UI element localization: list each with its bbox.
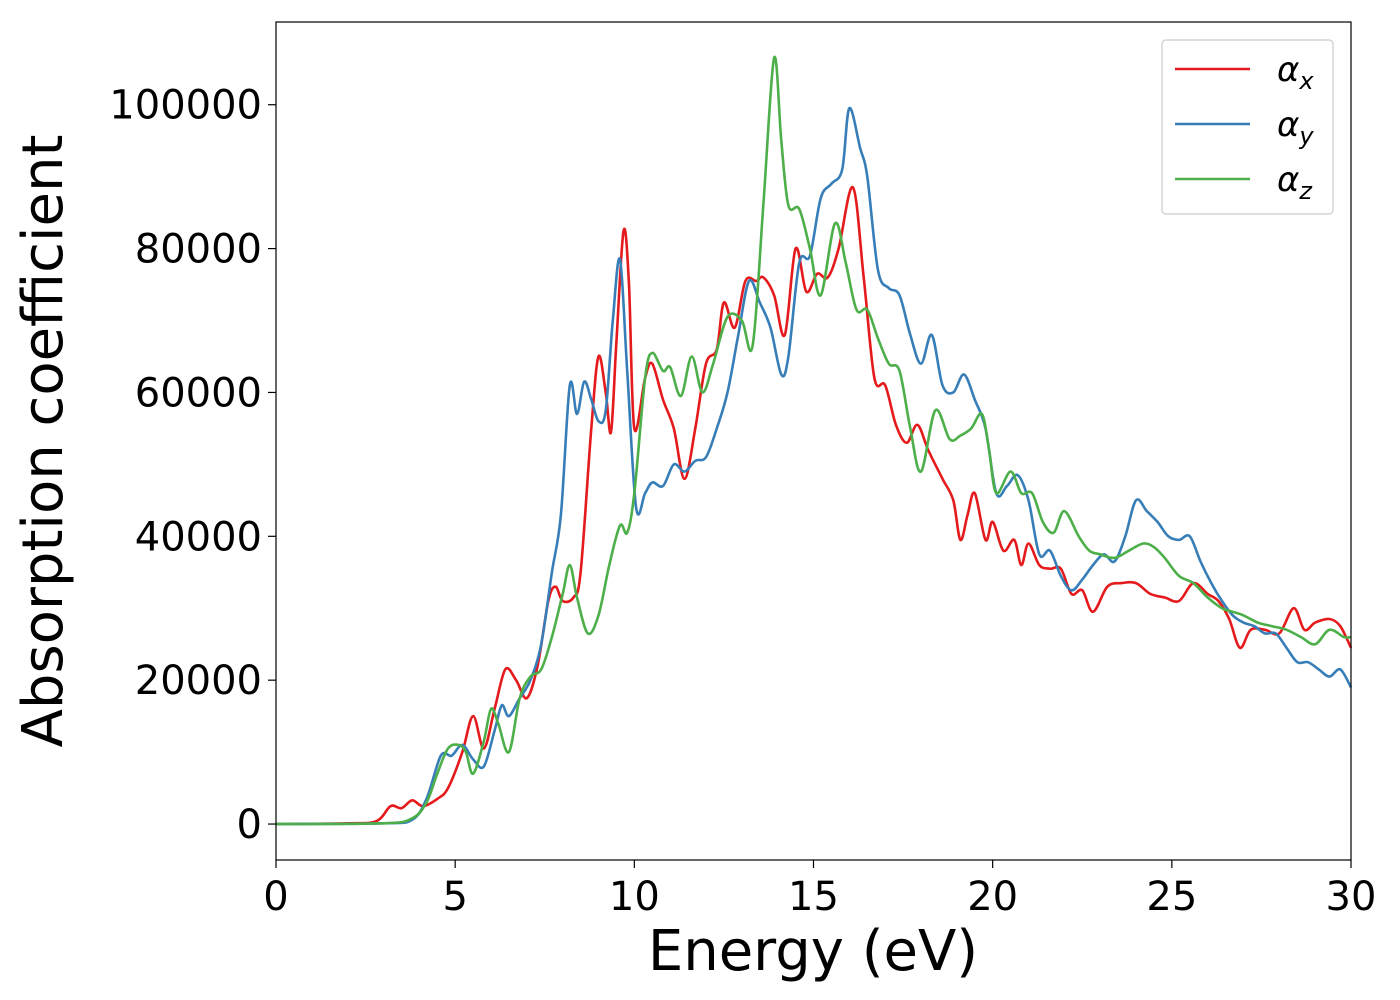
y-tick-label: 100000 — [109, 83, 262, 129]
series-line-alpha-y — [275, 106, 1353, 826]
x-tick-label: 20 — [967, 874, 1018, 920]
legend-entry-alpha-x: αx — [1175, 50, 1314, 95]
ticks-layer: 0 5 10 15 20 25 30 0 20000 40000 60000 80000 100000 — [109, 83, 1376, 920]
legend-symbol: α — [1277, 50, 1299, 90]
x-tick-label: 15 — [788, 874, 839, 920]
x-tick-label: 25 — [1146, 874, 1197, 920]
series-line-alpha-x — [275, 186, 1353, 826]
legend-label: αy — [1277, 105, 1314, 150]
legend-entry-alpha-y: αy — [1175, 105, 1314, 150]
legend-subscript: z — [1298, 177, 1313, 205]
series-layer — [275, 55, 1353, 826]
y-tick-label: 0 — [237, 802, 262, 848]
legend-symbol: α — [1277, 105, 1299, 145]
y-tick-label: 80000 — [135, 227, 262, 273]
y-tick-label: 60000 — [135, 370, 262, 416]
y-axis-title: Absorption coefficient — [11, 135, 76, 748]
legend-entry-alpha-z: αz — [1175, 160, 1313, 205]
x-tick-label: 10 — [609, 874, 660, 920]
x-axis-title: Energy (eV) — [648, 919, 978, 984]
y-tick-label: 40000 — [135, 514, 262, 560]
x-tick-label: 5 — [442, 874, 467, 920]
x-tick-label: 30 — [1326, 874, 1377, 920]
series-line-alpha-z — [275, 55, 1352, 826]
x-tick-label: 0 — [263, 874, 288, 920]
legend-box — [1161, 39, 1334, 215]
legend-symbol: α — [1277, 160, 1299, 200]
legend-subscript: x — [1298, 67, 1314, 95]
legend-subscript: y — [1298, 122, 1314, 150]
y-tick-label: 20000 — [135, 658, 262, 704]
legend-label: αx — [1277, 50, 1314, 95]
legend-label: αz — [1277, 160, 1313, 205]
